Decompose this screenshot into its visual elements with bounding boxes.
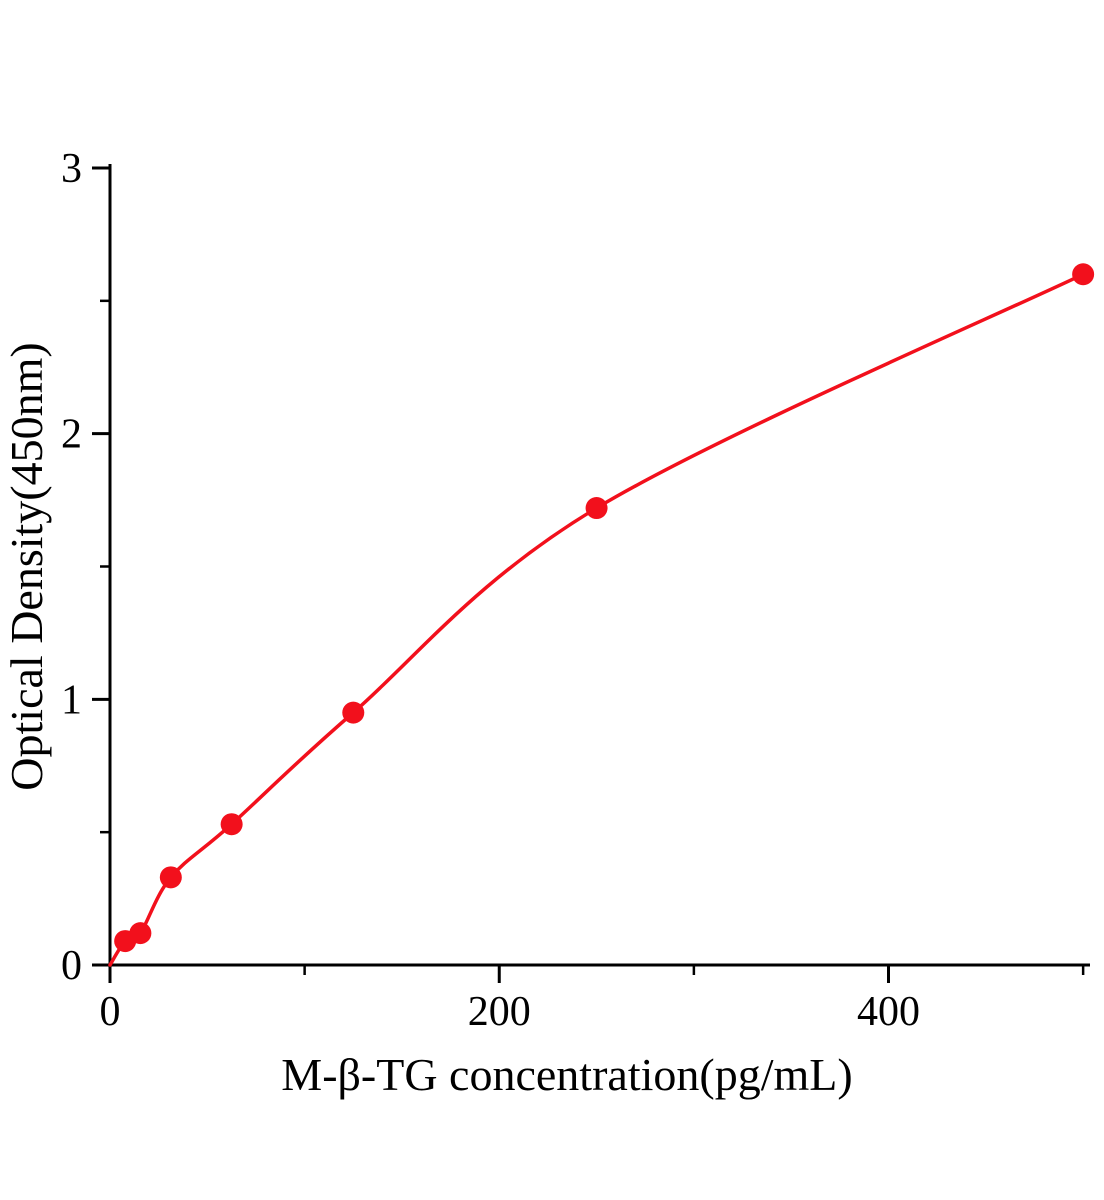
x-tick-label: 200 xyxy=(468,989,531,1035)
y-tick-label: 1 xyxy=(61,677,82,723)
data-point xyxy=(1072,263,1095,286)
data-point xyxy=(585,497,608,520)
y-tick-label: 2 xyxy=(61,412,82,458)
data-point xyxy=(159,866,182,889)
x-tick-label: 0 xyxy=(100,989,121,1035)
x-axis-title: M-β-TG concentration(pg/mL) xyxy=(281,1049,852,1100)
fit-curve xyxy=(108,272,1085,967)
data-point xyxy=(129,922,152,945)
x-tick-label: 400 xyxy=(857,989,920,1035)
y-tick-label: 0 xyxy=(61,943,82,989)
y-axis-title: Optical Density(450nm) xyxy=(1,342,52,790)
data-point xyxy=(342,701,365,724)
data-point xyxy=(220,813,243,836)
y-tick-label: 3 xyxy=(61,146,82,192)
